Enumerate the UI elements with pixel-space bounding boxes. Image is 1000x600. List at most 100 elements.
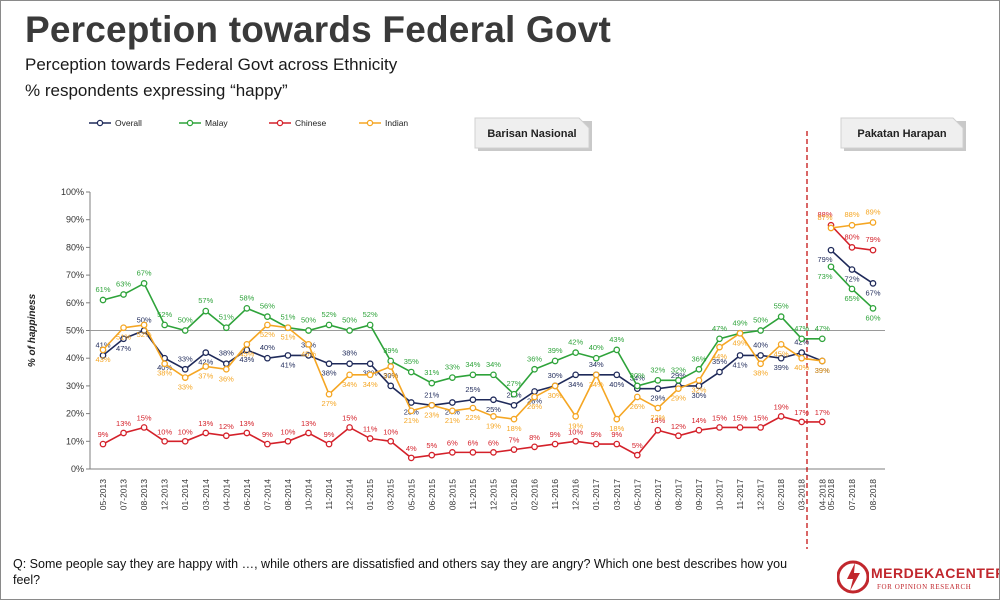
data-label: 42% — [794, 338, 809, 347]
data-point — [428, 401, 436, 409]
data-label: 51% — [219, 313, 234, 322]
x-tick-label: 12-2016 — [571, 479, 581, 510]
data-point — [675, 377, 682, 384]
data-point — [387, 382, 395, 390]
annotation-barisan-nasional-label: Barisan Nasional — [487, 128, 576, 140]
data-label: 15% — [712, 413, 727, 422]
data-label: 40% — [794, 363, 809, 372]
legend-item-chinese: Chinese — [269, 118, 326, 128]
data-point — [469, 404, 477, 412]
merdeka-center-logo: MERDEKACENTER FOR OPINION RESEARCH — [836, 557, 999, 597]
data-point — [222, 432, 230, 440]
data-label: 58% — [239, 293, 254, 302]
legend-marker — [96, 119, 104, 127]
data-label: 88% — [844, 210, 859, 219]
legend-label: Malay — [205, 118, 228, 128]
data-point — [243, 429, 251, 437]
data-label: 47% — [815, 324, 830, 333]
data-label: 40% — [589, 343, 604, 352]
x-tick-label: 02-2016 — [530, 479, 540, 510]
logo-emblem-icon — [836, 560, 870, 594]
data-label: 27% — [322, 399, 337, 408]
data-point — [222, 365, 230, 373]
data-label: 50% — [753, 316, 768, 325]
data-label: 49% — [733, 338, 748, 347]
data-point — [777, 413, 785, 420]
data-point — [99, 440, 107, 448]
annotation-barisan-nasional-box — [474, 117, 590, 149]
legend-label: Chinese — [295, 118, 326, 128]
data-label: 52% — [322, 310, 337, 319]
x-tick-label: 11-2016 — [550, 479, 560, 510]
data-point — [305, 429, 312, 437]
data-label: 88% — [817, 210, 832, 219]
data-point — [366, 435, 374, 442]
data-point — [695, 377, 703, 384]
data-label: 34% — [589, 360, 604, 369]
data-label: 38% — [219, 349, 234, 358]
data-point — [675, 432, 682, 440]
x-tick-label: 03-2017 — [612, 479, 622, 510]
x-tick-label: 04-2018 — [817, 479, 827, 510]
data-label: 45% — [301, 349, 316, 358]
data-label: 60% — [865, 313, 880, 322]
data-point — [120, 324, 127, 332]
data-label: 33% — [178, 354, 193, 363]
data-label: 51% — [280, 313, 295, 322]
data-label: 6% — [467, 438, 478, 447]
x-tick-label: 03-2014 — [201, 479, 211, 510]
data-point — [531, 388, 538, 395]
data-point — [120, 291, 127, 298]
data-label: 26% — [630, 402, 645, 411]
data-point — [161, 321, 168, 329]
data-point — [469, 396, 477, 404]
data-point — [531, 365, 538, 373]
x-tick-label: 06-2015 — [427, 479, 437, 510]
data-label: 39% — [383, 346, 398, 355]
data-point — [654, 377, 662, 384]
data-point — [798, 349, 806, 357]
data-point — [869, 280, 877, 287]
data-point — [613, 346, 621, 354]
data-label: 79% — [865, 235, 880, 244]
data-point — [325, 390, 333, 398]
data-point — [346, 371, 353, 379]
annotation-pakatan-harapan-label: Pakatan Harapan — [857, 128, 947, 140]
data-point — [848, 285, 856, 293]
data-point — [798, 418, 806, 426]
data-point — [346, 424, 353, 431]
data-point — [140, 424, 148, 431]
data-point — [531, 393, 538, 401]
survey-question: Q: Some people say they are happy with …… — [13, 557, 788, 587]
data-label: 52% — [137, 330, 152, 339]
data-point — [675, 385, 682, 393]
data-label: 43% — [609, 335, 624, 344]
x-tick-label: 08-2014 — [283, 479, 293, 510]
y-tick-label: 10% — [66, 436, 84, 446]
data-label: 36% — [219, 374, 234, 383]
data-point — [633, 451, 641, 459]
data-point — [202, 429, 210, 437]
data-point — [99, 346, 107, 354]
data-label: 30% — [630, 371, 645, 380]
data-label: 38% — [342, 349, 357, 358]
data-label: 19% — [486, 421, 501, 430]
data-label: 80% — [844, 232, 859, 241]
x-tick-label: 10-2017 — [715, 479, 725, 510]
x-tick-label: 05-2015 — [406, 479, 416, 510]
data-point — [716, 335, 723, 343]
data-label: 57% — [198, 296, 213, 305]
data-label: 9% — [591, 430, 602, 439]
data-point — [551, 357, 559, 365]
data-label: 9% — [611, 430, 622, 439]
y-tick-label: 90% — [66, 215, 84, 225]
chart-subtitle: Perception towards Federal Govt across E… — [25, 55, 398, 74]
data-label: 22% — [650, 413, 665, 422]
data-label: 10% — [383, 427, 398, 436]
data-label: 5% — [426, 441, 437, 450]
series-line-indian — [102, 324, 823, 421]
data-label: 47% — [712, 324, 727, 333]
data-label: 34% — [568, 380, 583, 389]
data-label: 15% — [753, 413, 768, 422]
